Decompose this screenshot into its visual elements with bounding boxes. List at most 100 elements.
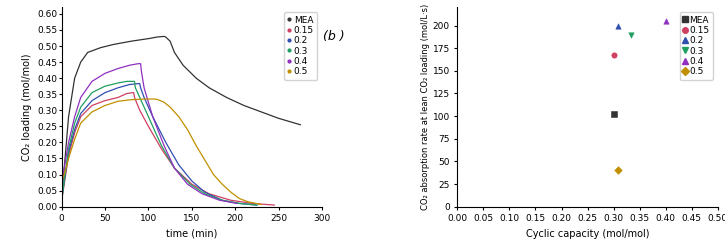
- 0.4: [65, 141, 73, 144]
- 0.2: [125, 83, 133, 86]
- 0.15: [114, 96, 123, 99]
- MEA: [296, 123, 304, 126]
- Line: 0.15: 0.15: [62, 93, 274, 205]
- 0.2: [175, 163, 183, 166]
- 0.5: [235, 197, 244, 200]
- MEA: [144, 37, 153, 40]
- 0.3: [129, 80, 138, 83]
- 0.4: [114, 67, 123, 70]
- 0.3: [114, 81, 123, 84]
- 0.5: [65, 157, 73, 160]
- Legend: MEA, 0.15, 0.2, 0.3, 0.4, 0.5: MEA, 0.15, 0.2, 0.3, 0.4, 0.5: [679, 12, 713, 80]
- 0.2: [162, 141, 170, 144]
- MEA: [76, 61, 85, 63]
- 0.2: [136, 86, 145, 89]
- 0.4: [133, 62, 142, 65]
- 0.2: [65, 151, 73, 154]
- 0.5: [70, 138, 79, 141]
- MEA: [65, 115, 73, 118]
- 0.4: [57, 183, 66, 186]
- Line: 0.3: 0.3: [62, 81, 257, 205]
- 0.15: [157, 147, 166, 150]
- 0.2: [88, 99, 96, 102]
- 0.5: [257, 203, 265, 206]
- MEA: [109, 43, 118, 46]
- MEA: [222, 96, 231, 99]
- MEA: [96, 46, 105, 49]
- 0.5: [101, 104, 109, 107]
- 0.15: [101, 99, 109, 102]
- 0.15: [188, 183, 196, 186]
- 0.4: [233, 202, 241, 205]
- 0.5: [183, 128, 192, 131]
- 0.5: [226, 191, 235, 194]
- Line: MEA: MEA: [62, 36, 300, 194]
- MEA: [162, 36, 170, 39]
- 0.5: [76, 122, 85, 125]
- MEA: [257, 110, 265, 113]
- 0.15: [65, 154, 73, 157]
- Point: [612, 168, 624, 172]
- MEA: [205, 86, 214, 89]
- MEA: [160, 35, 168, 38]
- 0.4: [88, 80, 96, 83]
- 0.15: [130, 96, 139, 99]
- 0.2: [140, 96, 149, 99]
- 0.5: [114, 100, 123, 103]
- 0.15: [70, 131, 79, 134]
- 0.3: [123, 80, 131, 83]
- 0.15: [123, 92, 131, 95]
- 0.5: [160, 101, 168, 104]
- 0.2: [133, 82, 142, 85]
- 0.15: [270, 204, 278, 207]
- 0.2: [76, 112, 85, 115]
- 0.15: [144, 125, 153, 128]
- 0.2: [60, 180, 69, 183]
- 0.3: [201, 192, 210, 195]
- MEA: [239, 104, 248, 107]
- 0.5: [127, 98, 136, 101]
- 0.2: [149, 115, 157, 118]
- MEA: [70, 77, 79, 80]
- 0.3: [144, 115, 153, 118]
- 0.3: [131, 86, 140, 89]
- 0.3: [57, 199, 66, 202]
- 0.4: [70, 115, 79, 118]
- 0.4: [170, 167, 179, 170]
- 0.2: [188, 180, 196, 183]
- Legend: MEA, 0.15, 0.2, 0.3, 0.4, 0.5: MEA, 0.15, 0.2, 0.3, 0.4, 0.5: [283, 12, 318, 80]
- MEA: [57, 192, 66, 195]
- 0.3: [60, 180, 69, 183]
- 0.4: [125, 64, 133, 67]
- 0.15: [136, 109, 144, 112]
- 0.5: [175, 115, 183, 118]
- Point: [608, 112, 619, 116]
- 0.5: [218, 183, 226, 186]
- 0.5: [154, 99, 163, 102]
- 0.4: [215, 199, 224, 202]
- 0.2: [201, 191, 210, 194]
- 0.15: [128, 91, 137, 94]
- Point: [660, 19, 671, 23]
- MEA: [192, 77, 201, 80]
- 0.4: [76, 96, 85, 99]
- 0.2: [70, 128, 79, 131]
- 0.2: [252, 204, 261, 207]
- MEA: [274, 117, 283, 120]
- 0.2: [218, 199, 226, 202]
- 0.2: [57, 199, 66, 202]
- 0.3: [235, 202, 244, 205]
- 0.5: [144, 98, 153, 101]
- 0.5: [57, 180, 66, 183]
- X-axis label: time (min): time (min): [166, 229, 218, 239]
- 0.15: [88, 104, 96, 107]
- 0.3: [170, 167, 179, 170]
- 0.3: [76, 106, 85, 109]
- 0.3: [65, 147, 73, 150]
- 0.3: [186, 183, 194, 186]
- Line: 0.5: 0.5: [62, 99, 261, 204]
- MEA: [170, 51, 179, 54]
- MEA: [179, 64, 188, 67]
- Y-axis label: CO₂ absorption rate at lean CO₂ loading (mol/L·s): CO₂ absorption rate at lean CO₂ loading …: [420, 4, 430, 210]
- 0.4: [149, 115, 157, 118]
